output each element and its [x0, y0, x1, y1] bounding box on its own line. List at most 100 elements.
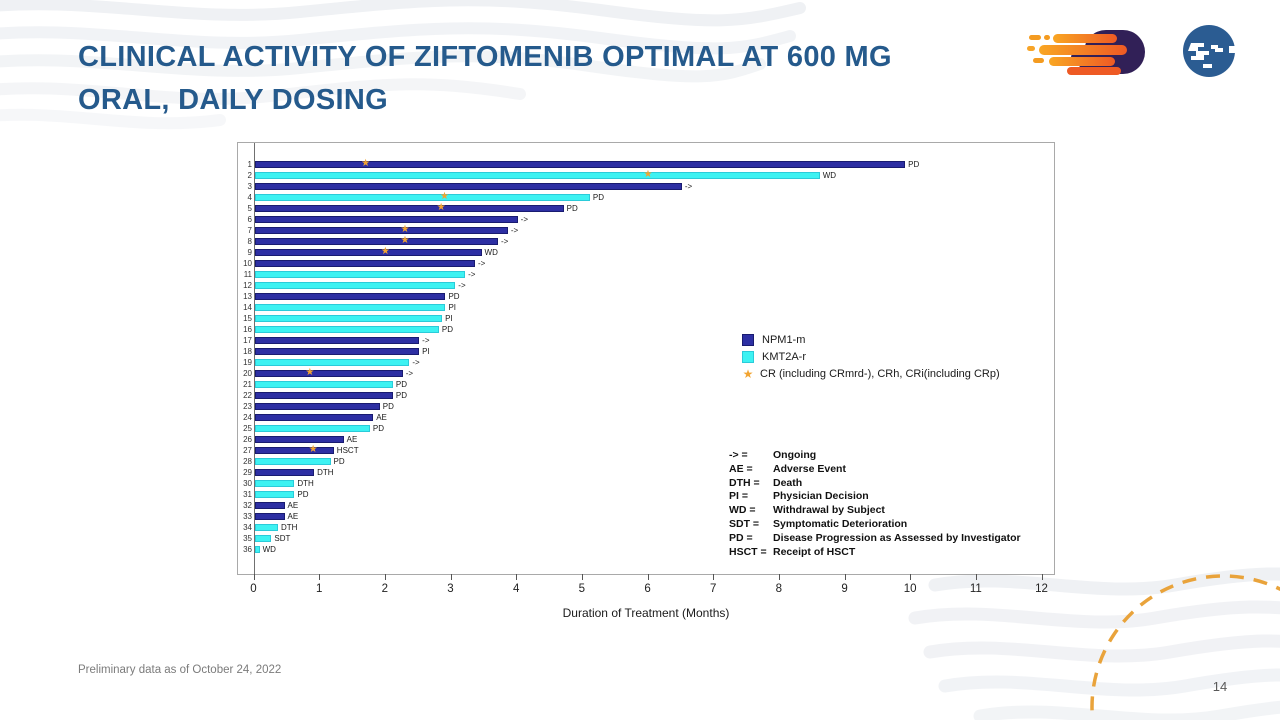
- end-reason-label: ->: [477, 258, 486, 268]
- swimmer-row: 20 -> ★: [238, 366, 1054, 379]
- patient-index: 6: [247, 214, 252, 224]
- treatment-bar: [255, 336, 420, 344]
- swimmer-row: 26 AE: [238, 434, 1054, 445]
- axis-tick: [516, 574, 518, 580]
- end-reason-label: ->: [422, 335, 430, 345]
- cr-star-marker: ★: [380, 245, 390, 257]
- patient-index: 27: [243, 445, 252, 455]
- patient-index: 31: [243, 489, 252, 499]
- swimmer-row: 17 ->: [238, 335, 1054, 346]
- swimmer-row: 1 PD ★: [238, 158, 1054, 170]
- end-reason-label: ->: [458, 280, 466, 290]
- key-meaning: Withdrawal by Subject: [773, 504, 885, 517]
- treatment-bar: [255, 270, 466, 278]
- end-reason-label: PD: [566, 203, 578, 213]
- patient-index: 34: [243, 522, 252, 532]
- treatment-bar: [255, 358, 410, 366]
- axis-tick: [581, 574, 583, 580]
- end-reason-label: PD: [395, 379, 408, 389]
- swimmer-row: 24 AE: [238, 412, 1054, 423]
- key-meaning: Death: [773, 476, 803, 489]
- treatment-bar: [255, 226, 508, 234]
- patient-index: 33: [243, 511, 252, 521]
- axis-tick-label: 3: [447, 583, 454, 595]
- axis-tick: [975, 574, 977, 580]
- key-abbreviation: -> =: [729, 449, 748, 461]
- cr-star-marker: ★: [400, 223, 410, 235]
- treatment-bar: [255, 325, 439, 333]
- swimmer-row: 36 WD: [238, 544, 1054, 555]
- legend-label: NPM1-m: [762, 333, 806, 346]
- end-reason-label: DTH: [280, 522, 298, 532]
- x-axis: 0 1 2 3 4 5 6 7 8 9 10 11 12: [237, 573, 1055, 628]
- end-reason-label: DTH: [297, 478, 314, 488]
- swimmer-row: 27 HSCT ★: [238, 444, 1054, 456]
- treatment-bar: [255, 281, 456, 289]
- patient-index: 25: [243, 423, 252, 433]
- key-row: AE = Adverse Event: [729, 463, 1021, 477]
- top-left-waves: [0, 0, 806, 130]
- axis-tick-label: 9: [841, 583, 848, 595]
- cr-star-marker: ★: [400, 234, 410, 246]
- patient-index: 36: [243, 544, 252, 554]
- end-reason-label: ->: [468, 269, 476, 279]
- swimmer-row: 5 PD ★: [238, 202, 1054, 214]
- key-abbreviation: PD =: [729, 531, 753, 544]
- treatment-bar: [255, 468, 315, 476]
- treatment-bar: [255, 545, 260, 553]
- key-meaning: Ongoing: [773, 449, 817, 461]
- treatment-bar: [255, 215, 518, 223]
- treatment-bar: [255, 424, 370, 432]
- key-meaning: Disease Progression as Assessed by Inves…: [773, 531, 1021, 544]
- end-reason-label: SDT: [274, 533, 291, 543]
- end-reason-label: PI: [445, 313, 453, 323]
- abbreviation-key: -> = Ongoing AE = Adverse Event DTH = Death PI…: [729, 449, 1021, 559]
- swimmer-row: 3 ->: [238, 181, 1054, 192]
- end-reason-label: DTH: [317, 467, 334, 477]
- key-abbreviation: SDT =: [729, 517, 760, 530]
- comet-flames: [1027, 34, 1127, 75]
- key-abbreviation: DTH =: [729, 476, 760, 489]
- swimmer-row: 11 ->: [238, 269, 1054, 280]
- title-line-2: ORAL, DAILY DOSING: [78, 84, 388, 116]
- title-line-1: CLINICAL ACTIVITY OF ZIFTOMENIB OPTIMAL …: [78, 41, 892, 73]
- patient-index: 2: [247, 170, 252, 180]
- treatment-bar: [255, 402, 380, 410]
- patient-index: 15: [243, 313, 252, 323]
- end-reason-label: WD: [822, 170, 837, 180]
- patient-index: 35: [243, 533, 252, 543]
- end-reason-label: PD: [372, 423, 385, 433]
- axis-tick: [844, 574, 846, 580]
- patient-index: 32: [243, 500, 252, 510]
- end-reason-label: PD: [448, 291, 460, 301]
- key-row: WD = Withdrawal by Subject: [729, 504, 1021, 518]
- treatment-bar: [255, 457, 331, 465]
- axis-tick-label: 11: [969, 583, 982, 595]
- dashed-arc-decoration: [1090, 574, 1280, 720]
- key-abbreviation: WD =: [729, 504, 756, 517]
- swimmer-row: 32 AE: [238, 500, 1054, 511]
- key-row: PD = Disease Progression as Assessed by I…: [729, 532, 1021, 546]
- cr-star-marker: ★: [305, 366, 315, 378]
- patient-index: 11: [243, 269, 252, 279]
- axis-tick-label: 4: [512, 583, 520, 595]
- patient-index: 16: [243, 324, 252, 334]
- axis-tick-label: 5: [578, 583, 586, 595]
- treatment-bar: [255, 523, 278, 531]
- patient-index: 5: [247, 203, 252, 213]
- treatment-bar: [255, 259, 475, 267]
- swimmer-row: 18 PI: [238, 346, 1054, 357]
- key-abbreviation: HSCT =: [729, 545, 767, 558]
- patient-index: 13: [243, 291, 252, 301]
- key-meaning: Physician Decision: [773, 490, 869, 503]
- legend-label: CR (including CRmrd-), CRh, CRi(includin…: [760, 367, 1000, 380]
- axis-tick-label: 2: [381, 583, 389, 595]
- axis-tick-label: 1: [315, 583, 323, 595]
- end-reason-label: ->: [500, 236, 509, 246]
- axis-tick: [450, 574, 452, 580]
- treatment-bar: [255, 303, 446, 311]
- end-reason-label: PD: [395, 390, 408, 400]
- swimmer-row: 13 PD: [238, 291, 1054, 302]
- swimmer-row: 21 PD: [238, 379, 1054, 390]
